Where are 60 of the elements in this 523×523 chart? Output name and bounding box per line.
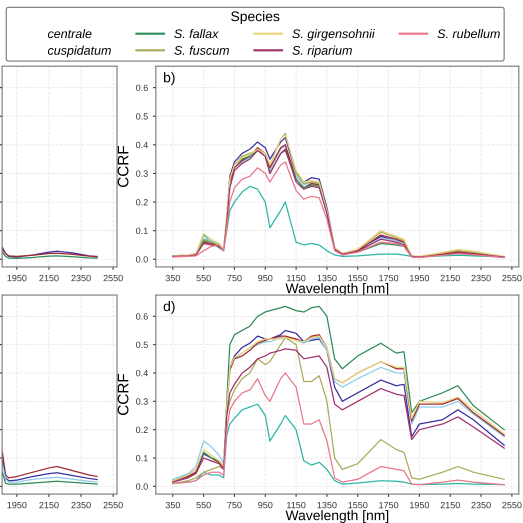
x-tick-label: 2550 (104, 274, 123, 282)
y-tick-label: 0.3 (136, 398, 148, 405)
x-tick-label: 1350 (318, 502, 337, 508)
y-tick-label: 0.1 (136, 228, 148, 234)
x-tick-label: 1950 (8, 502, 27, 508)
y-tick-label: 0.0 (136, 256, 148, 263)
y-tick-label: 0.1 (136, 454, 148, 462)
x-tick-label: 2150 (440, 274, 460, 282)
x-tick-label: 550 (196, 502, 211, 508)
y-tick-label: 0.6 (136, 313, 148, 320)
line-series (172, 372, 505, 486)
x-tick-label: 2550 (502, 502, 522, 508)
y-axis-title: CCRF (118, 374, 128, 415)
x-tick-label: 1150 (287, 274, 306, 282)
x-tick-label: 2350 (71, 274, 91, 282)
y-tick-label: 0.5 (136, 342, 148, 348)
y-tick-label: 0.2 (136, 426, 148, 434)
chart-title: b) (164, 72, 175, 86)
legend-title: Species (231, 11, 280, 24)
legend-label: S. fuscum (174, 46, 229, 55)
x-tick-label: 1750 (379, 274, 398, 282)
y-tick-label: 0.2 (136, 199, 148, 206)
x-tick-label: 2550 (104, 502, 123, 508)
legend-label: S. fallax (174, 28, 219, 38)
legend-label: S. riparium (292, 46, 352, 58)
x-tick-label: 1150 (287, 502, 306, 508)
x-tick-label: 750 (227, 502, 242, 508)
x-tick-label: 2150 (440, 502, 460, 508)
x-tick-label: 2150 (39, 274, 59, 282)
x-tick-label: 1550 (348, 502, 368, 508)
legend-label: S. rubellum (438, 28, 500, 38)
y-axis-title: CCRF (118, 146, 128, 188)
y-tick-label: 0.4 (136, 142, 148, 148)
x-tick-label: 1750 (379, 502, 398, 508)
y-tick-label: 0.6 (136, 84, 148, 91)
x-tick-label: 950 (258, 502, 272, 508)
text: centrale (48, 28, 92, 38)
text: cuspidatum (48, 46, 111, 58)
x-tick-label: 2350 (71, 502, 91, 508)
x-tick-label: 2350 (471, 274, 491, 282)
x-tick-label: 1350 (318, 274, 337, 282)
x-tick-label: 2350 (471, 502, 491, 508)
x-tick-label: 750 (227, 274, 242, 282)
x-tick-label: 1550 (348, 274, 368, 282)
chart-title: d) (164, 300, 175, 314)
x-tick-label: 950 (258, 274, 272, 282)
x-tick-label: 550 (196, 274, 211, 282)
x-tick-label: 350 (166, 502, 180, 508)
x-tick-label: 1950 (410, 274, 430, 282)
legend-label: S. girgensohnii (292, 28, 375, 41)
x-tick-label: 350 (166, 274, 180, 282)
x-axis-title: Wavelength [nm] (286, 510, 388, 523)
x-tick-label: 2550 (502, 274, 522, 282)
x-tick-label: 2150 (39, 502, 59, 508)
y-tick-label: 0.5 (136, 113, 148, 120)
x-tick-label: 1950 (8, 274, 27, 282)
y-tick-label: 0.4 (136, 370, 148, 376)
x-tick-label: 1950 (410, 502, 430, 508)
y-tick-label: 0.3 (136, 170, 148, 177)
y-tick-label: 0.0 (136, 483, 148, 490)
